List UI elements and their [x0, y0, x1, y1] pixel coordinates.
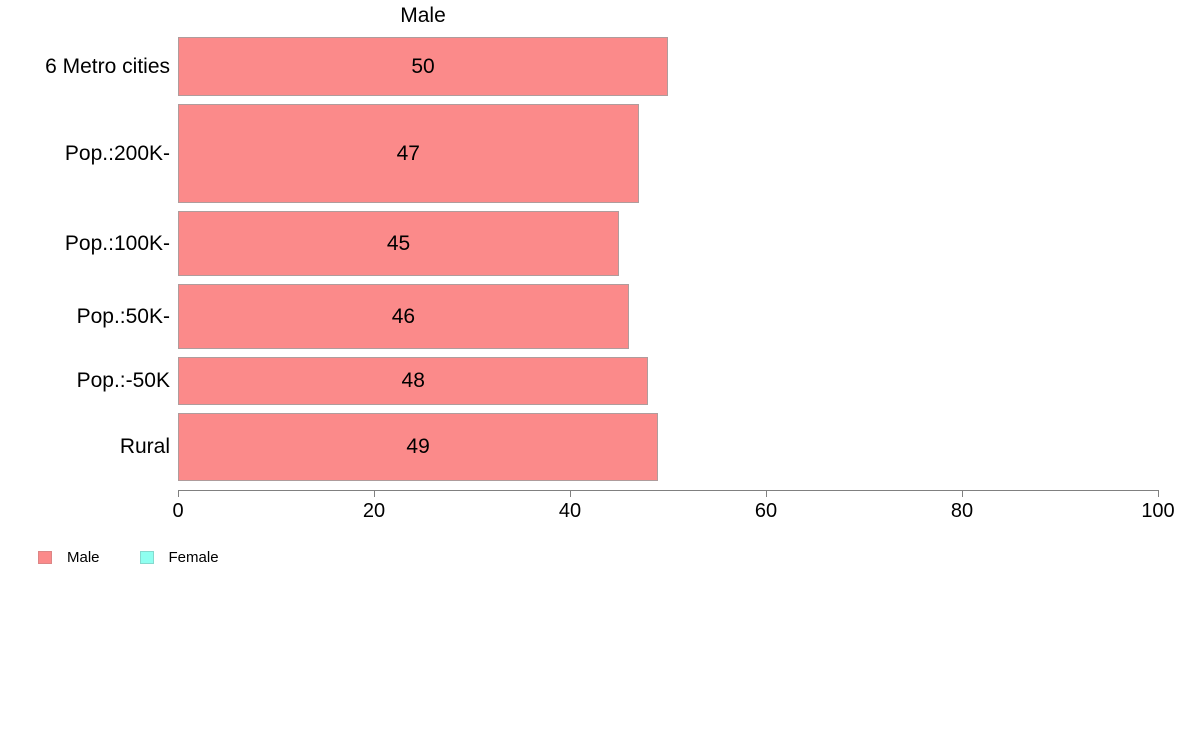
- category-label: Pop.:-50K: [76, 369, 170, 392]
- legend-item-male: Male: [38, 549, 100, 566]
- category-label: Pop.:200K-: [64, 141, 170, 165]
- x-tick-mark: [962, 490, 963, 497]
- x-tick-label: 100: [1141, 500, 1175, 522]
- x-tick-label: 40: [558, 500, 582, 522]
- bar: 49: [178, 413, 659, 481]
- legend-label: Male: [67, 549, 100, 566]
- category-label: Rural: [119, 435, 170, 458]
- chart-title: Male: [400, 4, 446, 27]
- legend: Male Female: [38, 549, 219, 566]
- legend-swatch-icon: [139, 551, 154, 564]
- category-axis: 6 Metro cities Pop.:200K- Pop.:100K- Pop.:5…: [0, 37, 170, 481]
- bar: 50: [178, 37, 668, 96]
- x-tick-label: 80: [950, 500, 974, 522]
- legend-swatch-icon: [38, 551, 52, 564]
- bar-value-label: 49: [406, 435, 430, 458]
- x-tick-label: 0: [172, 500, 184, 522]
- legend-label: Female: [168, 549, 219, 566]
- x-axis: 0 20 40 60 80 100: [172, 490, 1175, 530]
- bar-value-label: 45: [386, 231, 411, 255]
- plot-area: 50 47 45 46 48 49: [178, 37, 1158, 481]
- x-tick-label: 60: [754, 500, 778, 522]
- x-axis-line: [178, 490, 1159, 491]
- x-tick-mark: [178, 490, 179, 497]
- x-tick-mark: [374, 490, 375, 497]
- bar: 45: [178, 211, 619, 276]
- bar-value-label: 48: [401, 369, 425, 392]
- x-tick-mark: [766, 490, 767, 497]
- bar: 48: [178, 357, 649, 405]
- category-label: 6 Metro cities: [45, 54, 170, 78]
- x-tick-mark: [570, 490, 571, 497]
- x-tick-mark: [1158, 490, 1159, 497]
- category-label: Pop.:100K-: [64, 231, 170, 255]
- bar: 46: [178, 284, 629, 349]
- x-tick-label: 20: [362, 500, 386, 522]
- bar: 47: [178, 104, 639, 203]
- legend-item-female: Female: [139, 549, 219, 566]
- bar-value-label: 46: [391, 304, 416, 328]
- bar-value-label: 47: [396, 141, 420, 165]
- category-label: Pop.:50K-: [76, 304, 170, 328]
- bar-value-label: 50: [411, 54, 435, 78]
